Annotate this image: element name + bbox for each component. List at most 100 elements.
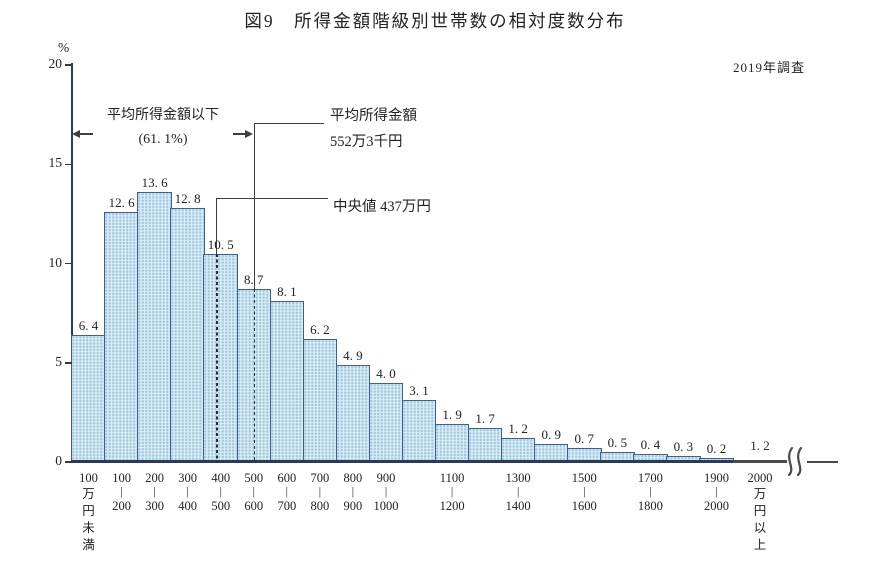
bar-200-300	[137, 192, 172, 462]
x-axis-label: 100 万円未満	[61, 470, 117, 554]
x-axis-label-line: 未	[82, 521, 95, 535]
x-axis-label-line: 400	[211, 471, 231, 485]
x-axis-label-line: 1400	[505, 499, 531, 513]
below-mean-annotation: 平均所得金額以下 (61. 1%)	[78, 104, 248, 152]
x-axis-label-line: |	[186, 486, 189, 498]
x-axis-label-line: |	[517, 486, 520, 498]
bar-value-label: 1. 2	[750, 438, 770, 453]
arrow-right-icon	[245, 130, 253, 139]
x-axis-label-line: 上	[753, 538, 767, 552]
x-axis-label-line: 1800	[637, 499, 663, 513]
bar-value-label: 10. 5	[207, 236, 234, 252]
bar-value-label: 13. 6	[141, 175, 168, 191]
bar-value-label: 1. 9	[442, 407, 462, 423]
x-axis-label-line: |	[649, 486, 652, 498]
x-axis-label-line: 900	[343, 499, 363, 513]
bar-value-label: 6. 2	[310, 321, 330, 337]
x-axis-label: 100 | 200	[94, 470, 150, 514]
x-axis-label: 1900 | 2000	[688, 470, 744, 514]
y-axis-tick	[65, 362, 72, 364]
x-axis-label-line: 1700	[637, 471, 663, 485]
over-2000-axis-segment	[733, 459, 790, 464]
x-axis-label-line: 300	[145, 499, 164, 513]
arrow-left-icon	[72, 130, 80, 139]
x-axis-label: 700 | 800	[292, 470, 348, 514]
x-axis-label: 1300 | 1400	[490, 470, 546, 514]
bar-1200-1300	[467, 428, 503, 462]
x-axis-label-line: 700	[310, 471, 330, 485]
x-axis-label-line: |	[715, 486, 718, 498]
x-axis-label-line: 300	[178, 471, 198, 485]
median-connector-horizontal	[216, 197, 328, 199]
x-axis-label-line: 円	[753, 504, 767, 518]
x-axis-label-line: 600	[244, 499, 264, 513]
bar-value-label: 8. 1	[277, 284, 297, 300]
x-axis-label-line: |	[583, 486, 586, 498]
x-axis-tail-line	[807, 460, 838, 463]
bar-value-label: 3. 1	[409, 383, 429, 399]
x-axis-label-line: |	[252, 486, 255, 498]
bar-value-label: 6. 4	[78, 317, 99, 333]
x-axis-label-line: 900	[376, 471, 396, 485]
y-axis-tick-label: 15	[48, 155, 63, 171]
x-axis-label-line: 2000	[703, 499, 729, 513]
x-axis-label-line: 万	[753, 487, 767, 501]
median-connector-vertical	[216, 197, 218, 255]
x-axis-label-line: |	[450, 486, 454, 498]
bar-value-label: 8. 7	[244, 272, 264, 288]
x-axis-label-line: 2000	[747, 471, 773, 485]
x-axis-label: 1500 | 1600	[556, 470, 612, 514]
x-axis-label-line: 1000	[373, 499, 399, 513]
x-axis-label-line: 1100	[439, 471, 465, 485]
x-axis-label-line: |	[285, 486, 288, 498]
x-axis-label-line: 1600	[571, 499, 597, 513]
bar-300-400	[170, 207, 205, 462]
bar-value-label: 0. 4	[640, 437, 661, 453]
y-axis-tick	[65, 163, 72, 166]
x-axis-label-line: 500	[211, 499, 231, 513]
bar-1400-1500	[533, 444, 569, 462]
x-axis-label-line: 以	[753, 521, 767, 535]
y-axis-tick	[65, 262, 72, 265]
axis-break-icon	[787, 446, 805, 477]
x-axis-label-line: 200	[112, 499, 131, 513]
bar-value-label: 4. 9	[343, 347, 363, 363]
mean-annotation: 平均所得金額 552万3千円	[330, 103, 417, 155]
bar-700-800	[302, 338, 338, 462]
bar-value-label: 0. 5	[607, 435, 628, 451]
x-axis-label-line: 万	[82, 487, 95, 501]
x-axis-label-line: 1900	[703, 471, 729, 485]
y-axis-tick-label: 5	[55, 353, 62, 369]
x-axis-label-line: 円	[82, 504, 95, 518]
y-axis-tick	[65, 461, 72, 463]
x-axis-label: 1700 | 1800	[622, 470, 678, 514]
mean-annotation-line2: 552万3千円	[330, 134, 403, 150]
x-axis-line	[71, 460, 734, 463]
bar-1300-1400	[500, 438, 536, 462]
x-axis-label: 800 | 900	[325, 470, 381, 514]
survey-year-note: 2019年調査	[733, 60, 806, 75]
figure-title: 図9 所得金額階級別世帯数の相対度数分布	[244, 11, 626, 31]
y-axis-unit-label: %	[58, 40, 70, 55]
y-axis-tick-label: 0	[55, 453, 62, 468]
x-axis-label-line: |	[384, 486, 388, 498]
bar-value-label: 12. 6	[108, 194, 135, 210]
bar-1100-1200	[434, 424, 470, 462]
bar-800-900	[335, 364, 371, 462]
below-mean-annotation-line1: 平均所得金額以下	[107, 108, 219, 123]
x-axis-label-line: 1200	[439, 499, 465, 513]
mean-connector-horizontal	[253, 122, 324, 124]
x-axis-label: 2000 万円以上	[732, 470, 788, 554]
x-axis-label-line: |	[153, 486, 156, 498]
mean-connector-vertical	[253, 122, 255, 290]
x-axis-label-line: 500	[244, 471, 264, 485]
x-axis-label-line: 600	[277, 471, 297, 485]
x-axis-label: 300 | 400	[160, 470, 216, 514]
x-axis-label-line: 満	[82, 538, 95, 552]
y-axis-tick-label: 20	[48, 56, 63, 71]
x-axis-label-line: |	[318, 486, 322, 498]
x-axis-label-line: 800	[343, 471, 363, 485]
bar-value-label: 0. 3	[673, 439, 694, 455]
x-axis-label-line: 100	[79, 471, 98, 485]
bar-100万円未満	[71, 334, 106, 462]
